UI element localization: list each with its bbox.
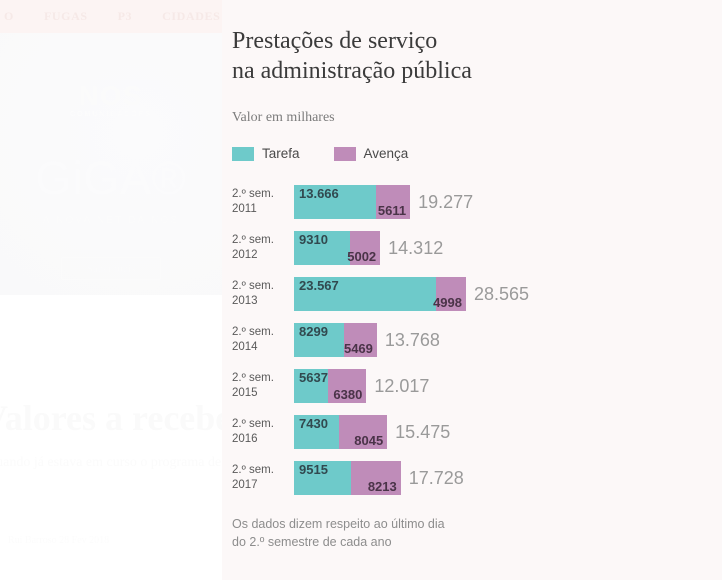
bar-segment-avenca[interactable]: 6380 [327, 369, 367, 403]
segment-value-avenca: 8213 [367, 479, 397, 494]
chart-row: 2.º sem. 2011 13.666 5611 19.277 [232, 179, 722, 225]
stacked-bar[interactable]: 7430 8045 [294, 415, 388, 449]
bar-segment-tarefa[interactable]: 8299 [294, 323, 344, 357]
segment-value-tarefa: 13.666 [299, 186, 339, 201]
row-total-label: 13.768 [384, 329, 440, 350]
row-category-label: 2.º sem. 2012 [232, 234, 274, 261]
segment-value-tarefa: 7430 [299, 416, 328, 431]
chart-title: Prestações de serviço na administração p… [232, 28, 472, 84]
bar-area: 9515 8213 17.728 [294, 455, 464, 501]
chart-rows: 2.º sem. 2011 13.666 5611 19.277 2.º sem. 20… [232, 179, 722, 501]
row-category-label: 2.º sem. 2014 [232, 326, 274, 353]
segment-value-tarefa: 9515 [299, 462, 328, 477]
chart-subtitle: Valor em milhares [232, 110, 335, 125]
row-total-label: 19.277 [418, 191, 474, 212]
chart-row: 2.º sem. 2016 7430 8045 15.475 [232, 409, 722, 455]
ad-product-name: GiGA® [35, 152, 187, 204]
segment-value-avenca: 5002 [347, 249, 377, 264]
bar-segment-tarefa[interactable]: 13.666 [294, 185, 377, 219]
stacked-bar[interactable]: 13.666 5611 [294, 185, 411, 219]
ad-brand-logo: NOS [78, 81, 144, 111]
bar-area: 9310 5002 14.312 [294, 225, 443, 271]
segment-value-tarefa: 8299 [299, 324, 328, 339]
segment-value-avenca: 8045 [354, 433, 384, 448]
bar-area: 23.567 4998 28.565 [294, 271, 529, 317]
stacked-bar[interactable]: 5637 6380 [294, 369, 367, 403]
segment-value-avenca: 4998 [433, 295, 462, 310]
legend-swatch-tarefa [232, 146, 254, 161]
bar-segment-tarefa[interactable]: 9310 [294, 231, 351, 265]
row-total-label: 14.312 [388, 237, 444, 258]
legend-label-avenca: Avença [363, 146, 409, 161]
stacked-bar[interactable]: 8299 5469 [294, 323, 377, 357]
infographic-card: Prestações de serviço na administração p… [222, 0, 722, 580]
row-category-label: 2.º sem. 2015 [232, 372, 274, 399]
bar-segment-avenca[interactable]: 5469 [343, 323, 377, 357]
chart-row: 2.º sem. 2012 9310 5002 14.312 [232, 225, 722, 271]
segment-value-tarefa: 9310 [299, 232, 328, 247]
bar-segment-tarefa[interactable]: 23.567 [294, 277, 436, 311]
segment-value-tarefa: 5637 [299, 370, 328, 385]
row-total-label: 15.475 [395, 421, 451, 442]
nav-item-fugas[interactable]: FUGAS [43, 9, 88, 23]
legend-swatch-avenca [333, 146, 356, 161]
ad-tagline: A NOVA NET DA NOS [42, 215, 180, 226]
bar-segment-avenca[interactable]: 8213 [351, 461, 401, 495]
advertisement-banner[interactable]: NOS COMUNICAÇÕES GiGA® A NOVA NET DA NOS… [0, 33, 222, 295]
row-total-label: 12.017 [374, 375, 430, 396]
row-category-label: 2.º sem. 2016 [232, 418, 274, 445]
bar-segment-tarefa[interactable]: 7430 [294, 415, 339, 449]
segment-value-avenca: 5611 [377, 203, 407, 218]
bar-segment-avenca[interactable]: 4998 [433, 277, 466, 311]
legend-label-tarefa: Tarefa [262, 146, 300, 161]
nav-item-p3[interactable]: P3 [117, 9, 133, 23]
bar-area: 7430 8045 15.475 [294, 409, 450, 455]
chart-footnote: Os dados dizem respeito ao último dia do… [232, 517, 445, 549]
legend-entry-tarefa[interactable]: Tarefa [232, 146, 300, 161]
bar-area: 8299 5469 13.768 [294, 317, 440, 363]
segment-value-avenca: 6380 [333, 387, 363, 402]
bar-segment-avenca[interactable]: 5611 [376, 185, 411, 219]
stacked-bar[interactable]: 23.567 4998 [294, 277, 466, 311]
chart-row: 2.º sem. 2013 23.567 4998 28.565 [232, 271, 722, 317]
article-byline: Rui Barroso 28 Fev 2018 [8, 535, 110, 546]
bar-area: 13.666 5611 19.277 [294, 179, 473, 225]
legend-entry-avenca[interactable]: Avença [333, 146, 409, 161]
chart-row: 2.º sem. 2014 8299 5469 13.768 [232, 317, 722, 363]
bar-segment-tarefa[interactable]: 5637 [294, 369, 328, 403]
chart-row: 2.º sem. 2015 5637 6380 12.017 [232, 363, 722, 409]
row-total-label: 28.565 [473, 283, 530, 304]
stacked-bar[interactable]: 9515 8213 [294, 461, 401, 495]
segment-value-avenca: 5469 [343, 341, 373, 356]
segment-value-tarefa: 23.567 [299, 278, 339, 293]
ad-brand-sublabel: COMUNICAÇÕES [70, 111, 152, 118]
bar-segment-avenca[interactable]: 8045 [338, 415, 388, 449]
nav-item-cidades[interactable]: CIDADES [162, 9, 221, 23]
row-category-label: 2.º sem. 2017 [232, 464, 274, 491]
nav-item-0[interactable]: O [4, 9, 14, 23]
bar-segment-avenca[interactable]: 5002 [347, 231, 381, 265]
chart-legend: Tarefa Avença [232, 146, 722, 161]
row-total-label: 17.728 [408, 467, 464, 488]
stacked-bar[interactable]: 9310 5002 [294, 231, 381, 265]
bar-segment-tarefa[interactable]: 9515 [294, 461, 352, 495]
bar-area: 5637 6380 12.017 [294, 363, 429, 409]
row-category-label: 2.º sem. 2011 [232, 188, 274, 215]
row-category-label: 2.º sem. 2013 [232, 280, 274, 307]
chart-row: 2.º sem. 2017 9515 8213 17.728 [232, 455, 722, 501]
ad-cta-button[interactable]: Saber mais [61, 257, 161, 280]
